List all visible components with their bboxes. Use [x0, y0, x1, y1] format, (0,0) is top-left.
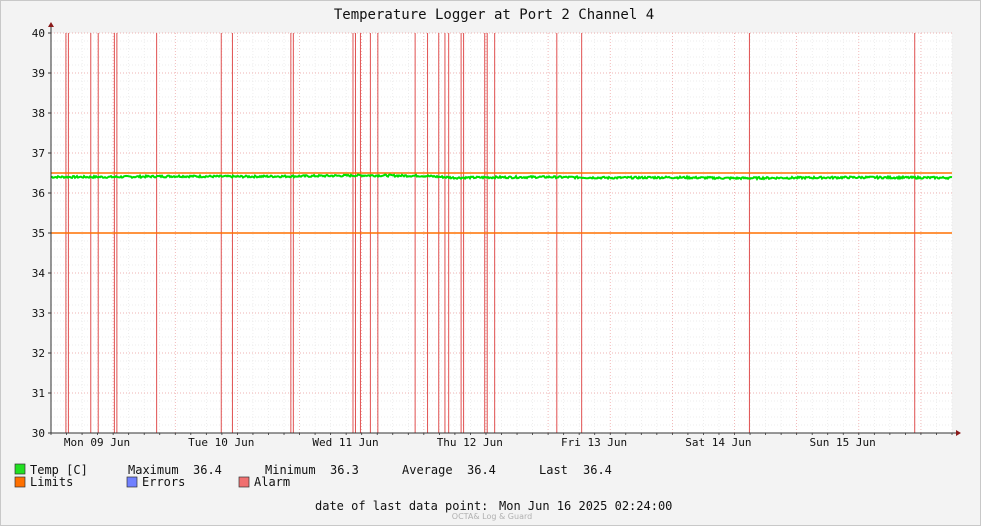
- stat-last-label: Last: [539, 463, 568, 477]
- watermark: OCTA& Log & Guard: [452, 512, 532, 521]
- x-tick-label: Mon 09 Jun: [64, 436, 130, 449]
- stat-maximum-label: Maximum: [128, 463, 179, 477]
- y-tick-label: 31: [32, 387, 45, 400]
- limit-lines: [51, 172, 952, 234]
- last-point-label: date of last data point:: [315, 499, 488, 513]
- y-tick-label: 38: [32, 107, 45, 120]
- stat-minimum-value: 36.3: [330, 463, 359, 477]
- x-tick-label: Wed 11 Jun: [312, 436, 378, 449]
- y-tick-label: 40: [32, 27, 45, 40]
- y-tick-label: 30: [32, 427, 45, 440]
- legend-swatch-limits: [14, 476, 26, 488]
- y-tick-label: 33: [32, 307, 45, 320]
- legend-label-errors: Errors: [142, 475, 185, 489]
- legend-label-temp: Temp [C]: [30, 463, 88, 477]
- axes: [48, 22, 961, 436]
- x-tick-labels: Mon 09 Jun Tue 10 Jun Wed 11 Jun Thu 12 Jun…: [64, 436, 876, 449]
- legend-swatch-temp: [14, 463, 26, 475]
- y-tick-label: 35: [32, 227, 45, 240]
- x-tick-label: Thu 12 Jun: [437, 436, 503, 449]
- x-tick-label: Sun 15 Jun: [810, 436, 876, 449]
- series-line-temp: [50, 173, 953, 181]
- y-axis-arrow: [48, 22, 54, 27]
- legend-swatch-alarm: [238, 476, 250, 488]
- stat-last-value: 36.4: [583, 463, 612, 477]
- x-tick-label: Sat 14 Jun: [685, 436, 751, 449]
- y-tick-label: 36: [32, 187, 45, 200]
- y-tick-labels: 30 31 32 33 34 35 36 37 38 39 40: [32, 27, 46, 440]
- stat-minimum-label: Minimum: [265, 463, 316, 477]
- y-tick-label: 39: [32, 67, 45, 80]
- series-group: [50, 173, 953, 181]
- stat-average-label: Average: [402, 463, 453, 477]
- x-tick-label: Fri 13 Jun: [561, 436, 627, 449]
- last-point-value: Mon Jun 16 2025 02:24:00: [499, 499, 672, 513]
- y-tick-label: 37: [32, 147, 45, 160]
- chart-title: Temperature Logger at Port 2 Channel 4: [334, 7, 654, 23]
- legend-swatch-errors: [126, 476, 138, 488]
- x-tick-label: Tue 10 Jun: [188, 436, 254, 449]
- x-axis-arrow: [956, 430, 961, 436]
- legend-label-limits: Limits: [30, 475, 73, 489]
- y-tick-label: 32: [32, 347, 45, 360]
- stat-maximum-value: 36.4: [193, 463, 222, 477]
- stat-average-value: 36.4: [467, 463, 496, 477]
- y-tick-label: 34: [32, 267, 46, 280]
- legend-label-alarm: Alarm: [254, 475, 290, 489]
